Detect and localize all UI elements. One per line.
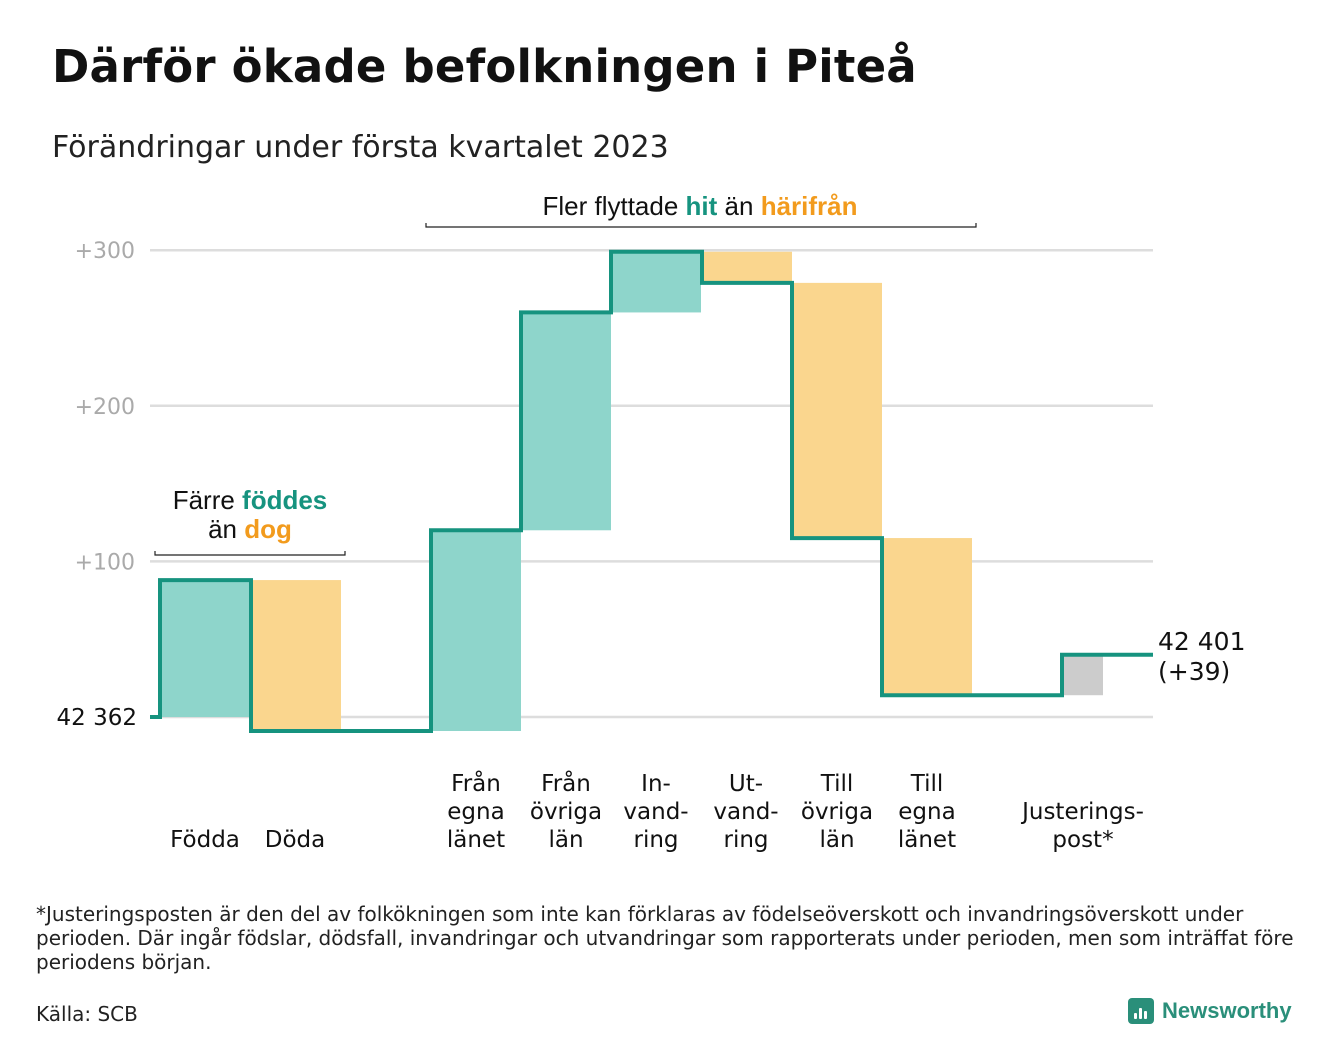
y-tick-label: +200 <box>75 395 135 420</box>
category-label: Från <box>541 769 591 797</box>
category-label: övriga <box>801 799 873 825</box>
bars <box>160 251 1103 732</box>
category-label: Till <box>820 771 854 797</box>
waterfall-bar <box>160 580 250 717</box>
start-value-label: 42 362 <box>57 705 137 731</box>
newsworthy-logo-icon <box>1128 998 1154 1024</box>
brand-logo: Newsworthy <box>1128 998 1292 1024</box>
births-deaths-bracket <box>154 551 346 556</box>
category-label: Till <box>910 771 944 797</box>
y-tick-label: +100 <box>75 550 135 575</box>
migration-annotation: Fler flyttade hit än härifrån <box>542 191 857 221</box>
category-label: post* <box>1052 827 1113 853</box>
end-value-label: 42 401 <box>1158 627 1245 656</box>
brand-name: Newsworthy <box>1162 998 1292 1023</box>
waterfall-bar <box>431 530 521 732</box>
chart-subtitle: Förändringar under första kvartalet 2023 <box>52 130 669 165</box>
category-label: län <box>548 827 583 853</box>
waterfall-bar <box>521 312 611 531</box>
category-label: Födda <box>170 827 240 853</box>
category-label: övriga <box>530 799 602 825</box>
category-label: egna <box>447 799 504 825</box>
category-label: länet <box>447 827 505 853</box>
chart-title: Därför ökade befolkningen i Piteå <box>52 40 917 93</box>
y-tick-label: +300 <box>75 239 135 264</box>
waterfall-bar <box>792 282 882 539</box>
waterfall-bar <box>882 538 972 696</box>
waterfall-bar <box>251 580 341 732</box>
footnote: *Justeringsposten är den del av folkökni… <box>36 902 1294 974</box>
waterfall-bar <box>702 251 792 283</box>
births-deaths-annotation-line2: än dog <box>208 514 292 544</box>
category-label: ring <box>633 827 678 853</box>
waterfall-bar <box>1062 654 1103 696</box>
labels: Födda DödaFrånegnalänetFrånövrigalänIn-va… <box>57 191 1246 853</box>
category-label: ring <box>723 827 768 853</box>
category-label: län <box>819 827 854 853</box>
end-change-label: (+39) <box>1158 657 1230 686</box>
running-total-line <box>150 249 1153 733</box>
category-label: egna <box>898 799 955 825</box>
migration-bracket <box>425 223 977 228</box>
category-label: Döda <box>265 827 325 853</box>
category-label: Från <box>451 769 501 797</box>
waterfall-bar <box>611 251 701 313</box>
category-label: Ut- <box>729 771 763 797</box>
waterfall-chart: +100+200+300 Födda DödaFrånegnalänetFrånö… <box>57 191 1246 853</box>
category-label: länet <box>898 827 956 853</box>
births-deaths-annotation-line1: Färre föddes <box>173 485 328 515</box>
source-note: Källa: SCB <box>36 1002 138 1026</box>
category-label: Justerings- <box>1020 799 1144 825</box>
running-total-path <box>150 249 1153 733</box>
category-label: In- <box>641 771 671 797</box>
category-label: vand- <box>623 799 688 825</box>
category-label: vand- <box>713 799 778 825</box>
